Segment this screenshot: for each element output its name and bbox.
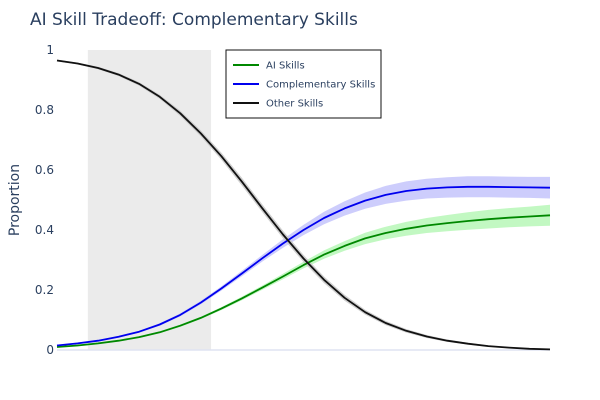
shaded-region [87, 50, 212, 350]
plot-area: 0 0.2 0.4 0.6 0.8 1 [35, 43, 551, 357]
y-tick-label: 0.2 [35, 283, 54, 297]
y-tick-label: 0.4 [35, 223, 54, 237]
legend-entry-label: Complementary Skills [266, 80, 375, 91]
series-line-other-skills [56, 59, 551, 351]
series-line-complementary-skills [56, 185, 551, 347]
confidence-band-complementary-skills [57, 176, 550, 347]
y-axis-label: Proportion [7, 164, 23, 236]
chart-title: AI Skill Tradeoff: Complementary Skills [30, 10, 358, 30]
legend: AI Skills Complementary Skills Other Skill… [225, 49, 382, 119]
series-line-ai-skills [56, 214, 551, 348]
y-tick-label: 1 [46, 43, 54, 57]
legend-entry-label: Other Skills [266, 99, 323, 110]
legend-entry-label: AI Skills [266, 61, 305, 72]
y-tick-label: 0 [46, 343, 54, 357]
y-tick-label: 0.6 [35, 163, 54, 177]
y-tick-label: 0.8 [35, 103, 54, 117]
